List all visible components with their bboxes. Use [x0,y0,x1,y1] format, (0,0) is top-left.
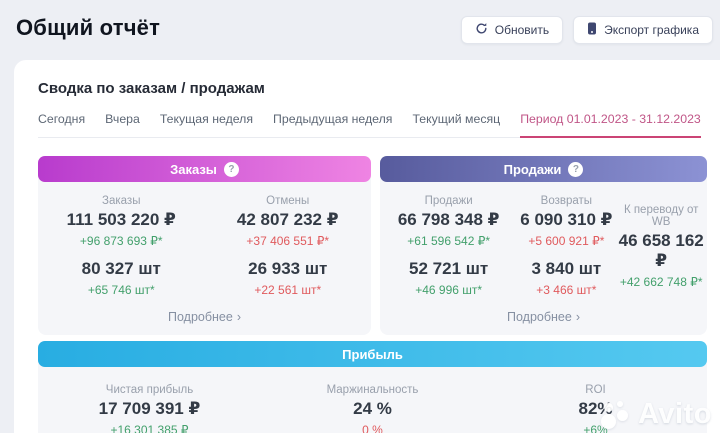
orders-card-title: Заказы [170,161,217,177]
orders-count-metric: 80 327 шт +65 746 шт* [38,259,205,297]
metric-label: Продажи [424,195,473,207]
metric-value: 17 709 391 ₽ [98,399,201,418]
wb-payout-column: К переводу от WB 46 658 162 ₽ +42 662 74… [615,195,707,297]
net-profit-column: Чистая прибыль 17 709 391 ₽ +16 301 385 … [38,384,261,433]
metric-delta: +22 561 шт* [254,283,322,297]
metric-value: 52 721 шт [409,259,489,278]
refresh-icon [475,22,488,38]
sales-column: Продажи 66 798 348 ₽ +61 596 542 ₽* 52 7… [380,195,517,297]
tab-current-week[interactable]: Текущая неделя [159,112,254,126]
returns-column: Возвраты 6 090 310 ₽ +5 600 921 ₽* 3 840… [517,195,615,297]
sales-card-header: Продажи ? [380,156,707,182]
metric-label: ROI [585,384,606,396]
wb-payout-metric: К переводу от WB 46 658 162 ₽ +42 662 74… [615,204,707,289]
orders-more-link[interactable]: Подробнее › [38,297,371,335]
metric-value: 3 840 шт [531,259,602,278]
metric-value: 66 798 348 ₽ [397,210,500,229]
metric-label: Маржинальность [326,384,419,396]
tab-yesterday[interactable]: Вчера [105,112,140,126]
more-label: Подробнее [168,310,233,324]
stats-cards-row: Заказы ? Заказы 111 503 220 ₽ +96 873 69… [38,156,707,335]
metric-label: Заказы [102,195,141,207]
refresh-label: Обновить [494,23,550,37]
cancellations-revenue-metric: Отмены 42 807 232 ₽ +37 406 551 ₽* [205,195,372,248]
profit-card-body: Чистая прибыль 17 709 391 ₽ +16 301 385 … [38,367,707,433]
metric-delta: +42 662 748 ₽* [619,274,703,289]
sales-card-body: Продажи 66 798 348 ₽ +61 596 542 ₽* 52 7… [380,182,707,297]
metric-value: 6 090 310 ₽ [520,210,613,229]
metric-value: 80 327 шт [81,259,161,278]
chevron-right-icon: › [236,310,241,324]
tab-previous-week[interactable]: Предыдущая неделя [273,112,393,126]
metric-delta: 0 % [362,423,383,433]
metric-value: 46 658 162 ₽ [618,230,704,270]
help-icon[interactable]: ? [223,161,239,177]
marginality-metric: Маржинальность 24 % 0 % [261,384,484,433]
summary-title: Сводка по заказам / продажам [38,80,265,97]
roi-column: ROI 82% +6% [484,384,707,433]
sales-more-link[interactable]: Подробнее › [380,297,707,335]
metric-delta: +61 596 542 ₽* [407,234,491,248]
marginality-column: Маржинальность 24 % 0 % [261,384,484,433]
metric-label: Чистая прибыль [105,384,194,396]
sales-card: Продажи ? Продажи 66 798 348 ₽ +61 596 5… [380,156,707,335]
net-profit-metric: Чистая прибыль 17 709 391 ₽ +16 301 385 … [38,384,261,433]
orders-card: Заказы ? Заказы 111 503 220 ₽ +96 873 69… [38,156,371,335]
topbar: Общий отчёт Обновить Экспорт графика [0,0,720,60]
metric-value: 24 % [353,399,392,418]
metric-delta: +16 301 385 ₽ [110,423,189,433]
metric-value: 42 807 232 ₽ [236,210,339,229]
metric-delta: +96 873 693 ₽* [79,234,163,248]
metric-label: Отмены [266,195,310,207]
metric-delta: +37 406 551 ₽* [246,234,330,248]
toolbar-actions: Обновить Экспорт графика [460,16,713,44]
profit-card-title: Прибыль [342,346,403,362]
cancellations-count-metric: 26 933 шт +22 561 шт* [205,259,372,297]
tab-custom-period[interactable]: Период 01.01.2023 - 31.12.2023 [520,112,701,138]
roi-metric: ROI 82% +6% [484,384,707,433]
refresh-button[interactable]: Обновить [460,16,564,44]
page-title: Общий отчёт [16,15,161,40]
sales-card-title: Продажи [503,161,562,177]
profit-card: Прибыль Чистая прибыль 17 709 391 ₽ +16 … [38,341,707,433]
more-label: Подробнее [507,310,572,324]
orders-card-body: Заказы 111 503 220 ₽ +96 873 693 ₽* 80 3… [38,182,371,297]
metric-delta: +3 466 шт* [536,283,597,297]
metric-value: 26 933 шт [248,259,328,278]
export-chart-button[interactable]: Экспорт графика [573,16,713,44]
metric-value: 82% [578,399,613,418]
metric-value: 111 503 220 ₽ [66,210,176,229]
help-icon[interactable]: ? [568,161,584,177]
export-label: Экспорт графика [604,23,699,37]
orders-column: Заказы 111 503 220 ₽ +96 873 693 ₽* 80 3… [38,195,205,297]
returns-revenue-metric: Возвраты 6 090 310 ₽ +5 600 921 ₽* [517,195,615,248]
export-file-icon [587,22,597,38]
tab-current-month[interactable]: Текущий месяц [412,112,501,126]
metric-delta: +65 746 шт* [87,283,155,297]
sales-revenue-metric: Продажи 66 798 348 ₽ +61 596 542 ₽* [380,195,517,248]
returns-count-metric: 3 840 шт +3 466 шт* [517,259,615,297]
tab-today[interactable]: Сегодня [38,112,86,126]
sales-count-metric: 52 721 шт +46 996 шт* [380,259,517,297]
metric-delta: +5 600 921 ₽* [528,234,605,248]
cancellations-column: Отмены 42 807 232 ₽ +37 406 551 ₽* 26 93… [205,195,372,297]
metric-label: К переводу от WB [623,203,699,228]
orders-revenue-metric: Заказы 111 503 220 ₽ +96 873 693 ₽* [38,195,205,248]
orders-card-header: Заказы ? [38,156,371,182]
period-tabs: Сегодня Вчера Текущая неделя Предыдущая … [38,112,701,138]
report-panel: Сводка по заказам / продажам Сегодня Вче… [14,60,720,433]
chevron-right-icon: › [575,310,580,324]
metric-delta: +46 996 шт* [415,283,483,297]
metric-label: Возвраты [540,195,593,207]
profit-card-header: Прибыль [38,341,707,367]
metric-delta: +6% [583,423,608,433]
